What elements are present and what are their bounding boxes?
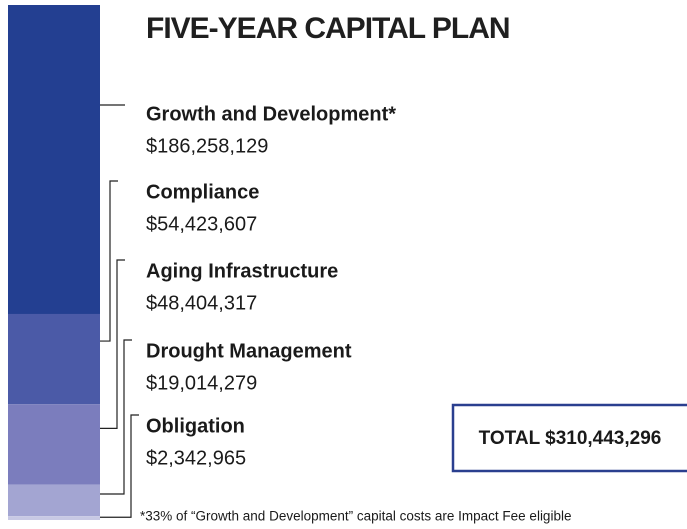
bar-segment [8, 313, 100, 405]
legend-label: Aging Infrastructure [146, 260, 338, 282]
value-label: $186,258,129 [146, 135, 268, 157]
bar-segment [8, 404, 100, 485]
leader-line [100, 414, 139, 518]
bar-segment [8, 5, 100, 314]
leader-line [100, 339, 132, 495]
bar-segment [8, 484, 100, 517]
legend-label: Obligation [146, 415, 245, 437]
leader-line [100, 180, 118, 342]
leader-line [100, 259, 125, 429]
value-label: $54,423,607 [146, 213, 257, 235]
chart-title: FIVE-YEAR CAPITAL PLAN [146, 12, 510, 45]
bar-segment [8, 516, 100, 520]
total-label: TOTAL $310,443,296 [479, 428, 662, 449]
value-label: $19,014,279 [146, 372, 257, 394]
legend-label: Growth and Development* [146, 103, 396, 125]
legend-label: Compliance [146, 181, 259, 203]
value-label: $2,342,965 [146, 447, 246, 469]
value-label: $48,404,317 [146, 292, 257, 314]
legend-label: Drought Management [146, 340, 352, 362]
footnote: *33% of “Growth and Development” capital… [140, 509, 571, 524]
total-box [451, 403, 687, 473]
